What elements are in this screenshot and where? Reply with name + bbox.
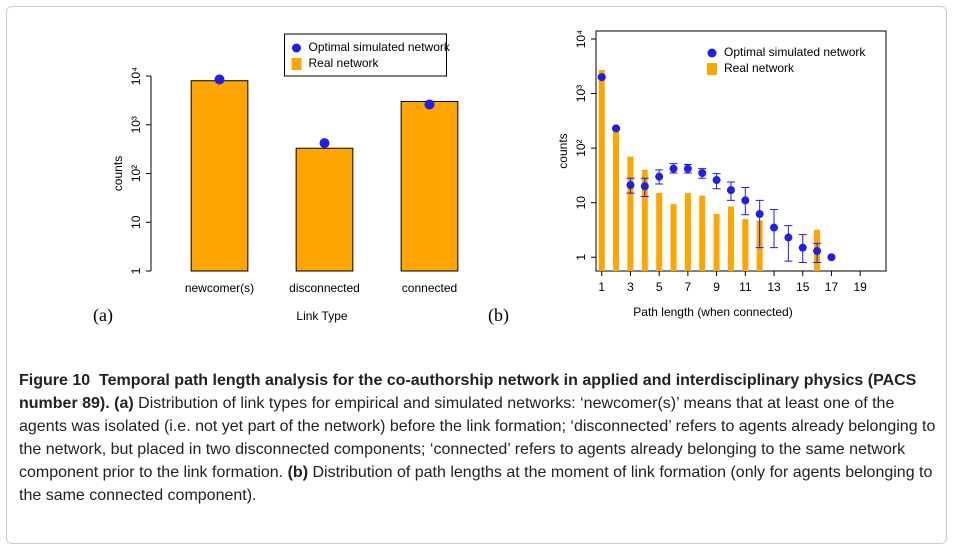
x-tick-label: 19 — [853, 280, 867, 294]
y-tick-label: 1 — [129, 267, 143, 274]
x-tick-label: 3 — [627, 280, 634, 294]
bar — [295, 147, 354, 272]
bar — [727, 206, 734, 271]
y-tick-label: 10 — [129, 215, 143, 229]
x-tick-label: 9 — [713, 280, 720, 294]
x-tick-label: connected — [402, 281, 457, 295]
legend-swatch — [292, 43, 301, 53]
point — [640, 182, 649, 191]
x-axis-label: Path length (when connected) — [633, 305, 792, 319]
legend-label: Optimal simulated network — [724, 45, 866, 59]
point — [612, 124, 621, 133]
x-tick-label: 15 — [796, 280, 810, 294]
point — [214, 74, 225, 85]
caption-text: Distribution of link types for empirical… — [19, 395, 936, 481]
x-tick-label: 1 — [598, 280, 605, 294]
point — [813, 247, 822, 256]
point — [626, 181, 635, 190]
bar — [670, 203, 677, 271]
caption-label: Figure 10 — [19, 372, 91, 389]
caption-tag: (a) — [114, 395, 134, 412]
legend-label: Optimal simulated network — [309, 40, 451, 54]
point — [424, 99, 435, 110]
point — [726, 186, 735, 195]
point — [655, 172, 664, 181]
y-axis-label: counts — [111, 156, 125, 191]
bar — [627, 156, 634, 271]
x-tick-label: disconnected — [289, 281, 360, 295]
y-tick-label: 10² — [129, 165, 143, 182]
x-tick-label: 11 — [739, 280, 752, 294]
point — [698, 168, 707, 177]
error-bar — [784, 225, 793, 262]
x-tick-label: 13 — [767, 280, 781, 294]
legend-swatch — [707, 63, 717, 75]
bar — [699, 195, 706, 271]
point — [755, 210, 764, 219]
point — [683, 164, 692, 173]
error-bar — [755, 199, 764, 249]
legend-frame — [284, 33, 447, 77]
plot-frame — [595, 30, 887, 272]
point — [319, 138, 330, 149]
y-tick-label: 10⁴ — [129, 67, 143, 86]
point — [770, 223, 779, 232]
point — [784, 233, 793, 242]
point — [669, 164, 678, 173]
panel-label: (b) — [488, 305, 509, 326]
y-tick-label: 10³ — [129, 116, 143, 133]
y-tick-label: 10 — [574, 196, 588, 210]
point — [798, 243, 807, 252]
x-tick-label: 5 — [656, 280, 663, 294]
point — [741, 196, 750, 205]
panel-label: (a) — [93, 305, 113, 326]
x-tick-label: 17 — [825, 280, 839, 294]
bar — [641, 169, 648, 271]
y-tick-label: 1 — [574, 254, 588, 261]
point — [597, 73, 606, 82]
bar — [613, 129, 620, 271]
caption-text: Distribution of path lengths at the mome… — [19, 464, 933, 504]
x-tick-label: 7 — [685, 280, 692, 294]
bar — [742, 219, 749, 271]
y-tick-label: 10² — [574, 139, 588, 156]
legend-label: Real network — [309, 56, 380, 70]
caption-title: Temporal path length analysis for the co… — [19, 372, 917, 412]
bar — [400, 100, 459, 272]
bar — [190, 80, 249, 272]
point — [827, 253, 836, 262]
caption-tag: (b) — [287, 464, 309, 481]
bar — [713, 214, 720, 271]
legend-swatch — [291, 58, 302, 70]
bar — [598, 70, 605, 271]
y-axis-label: counts — [556, 133, 570, 168]
x-axis-label: Link Type — [296, 309, 347, 323]
bar — [656, 193, 663, 271]
x-tick-label: newcomer(s) — [185, 281, 254, 295]
legend-label: Real network — [724, 61, 795, 75]
bar — [684, 193, 691, 271]
caption: Figure 10 Temporal path length analysis … — [19, 369, 939, 507]
y-tick-label: 10³ — [574, 85, 588, 102]
charts: newcomer(s) disconnected connected 1 10 10² 10… — [93, 30, 887, 326]
point — [712, 176, 721, 185]
figure: newcomer(s) disconnected connected 1 10 10² 10… — [6, 6, 947, 544]
y-tick-label: 10⁴ — [574, 30, 588, 49]
legend-swatch — [707, 48, 717, 58]
